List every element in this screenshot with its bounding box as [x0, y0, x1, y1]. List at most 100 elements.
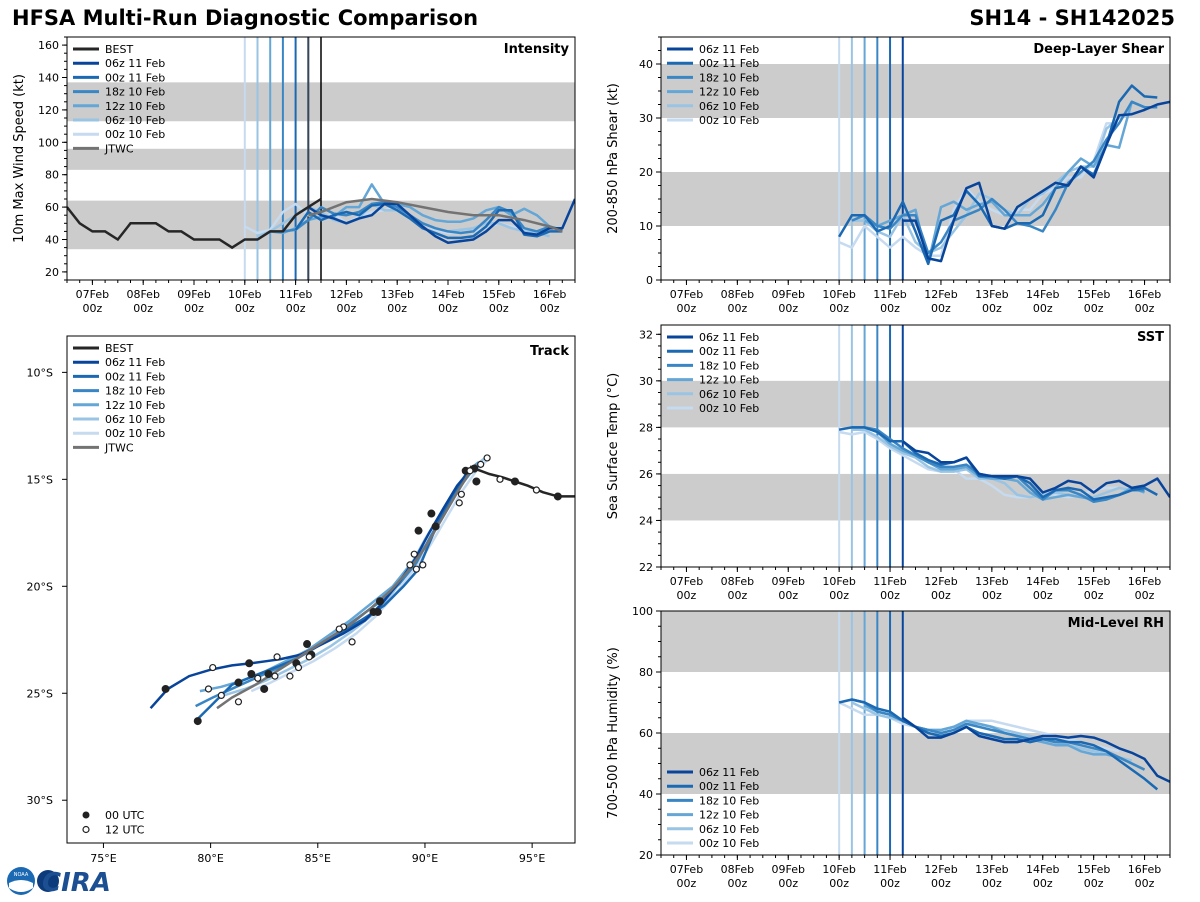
track-xtick-label: 90°E — [412, 852, 438, 865]
track-legend-label: JTWC — [104, 441, 134, 454]
track-marker-legend-12utc — [83, 827, 89, 833]
intensity-ytick-label: 80 — [45, 169, 59, 182]
track-point-12utc — [218, 692, 224, 698]
intensity-legend-label: 06z 11 Feb — [105, 57, 165, 70]
rh-xtick-label: 14Feb — [1026, 863, 1059, 876]
track-legend-label: 06z 10 Feb — [105, 413, 165, 426]
intensity-xtick-sublabel: 00z — [387, 302, 407, 315]
intensity-ytick-label: 100 — [38, 136, 59, 149]
track-marker-legend-00utc — [83, 812, 90, 819]
shear-legend-label: 00z 11 Feb — [699, 57, 759, 70]
track-point-12utc — [336, 626, 342, 632]
intensity-xtick-sublabel: 00z — [540, 302, 560, 315]
track-point-00utc — [428, 510, 435, 517]
shear-ytick-label: 30 — [639, 112, 653, 125]
rh-legend-label: 06z 10 Feb — [699, 823, 759, 836]
shear-legend-label: 18z 10 Feb — [699, 71, 759, 84]
rh-legend-label: 00z 11 Feb — [699, 780, 759, 793]
shear-legend-label: 00z 10 Feb — [699, 114, 759, 127]
track-ytick-label: 30°S — [27, 794, 53, 807]
intensity-ytick-label: 40 — [45, 234, 59, 247]
intensity-xtick-label: 12Feb — [330, 288, 363, 301]
sst-xtick-sublabel: 00z — [880, 589, 900, 602]
rh-xtick-label: 12Feb — [924, 863, 957, 876]
track-legend-label: 00z 10 Feb — [105, 427, 165, 440]
track-point-00utc — [511, 478, 518, 485]
shear-xtick-sublabel: 00z — [778, 302, 798, 315]
shear-xtick-sublabel: 00z — [982, 302, 1002, 315]
rh-legend-label: 18z 10 Feb — [699, 794, 759, 807]
intensity-legend-label: JTWC — [104, 142, 134, 155]
sst-xtick-label: 10Feb — [822, 575, 855, 588]
rh-xtick-sublabel: 00z — [677, 877, 697, 890]
track-point-12utc — [255, 675, 261, 681]
intensity-legend-label: 06z 10 Feb — [105, 114, 165, 127]
sst-xtick-sublabel: 00z — [931, 589, 951, 602]
intensity-xtick-label: 16Feb — [533, 288, 566, 301]
intensity-legend-label: 00z 11 Feb — [105, 71, 165, 84]
sst-ytick-label: 30 — [639, 375, 653, 388]
sst-xtick-label: 15Feb — [1077, 575, 1110, 588]
track-point-12utc — [411, 551, 417, 557]
rh-xtick-sublabel: 00z — [1033, 877, 1053, 890]
sst-xtick-sublabel: 00z — [677, 589, 697, 602]
sst-xtick-label: 07Feb — [670, 575, 703, 588]
track-point-12utc — [456, 500, 462, 506]
shear-xtick-sublabel: 00z — [829, 302, 849, 315]
sst-panel-title: SST — [1137, 330, 1164, 345]
track-point-12utc — [420, 562, 426, 568]
rh-xtick-label: 16Feb — [1128, 863, 1161, 876]
track-point-12utc — [484, 455, 490, 461]
intensity-xtick-label: 13Feb — [380, 288, 413, 301]
rh-xtick-sublabel: 00z — [880, 877, 900, 890]
track-panel-title: Track — [530, 344, 569, 359]
intensity-xtick-sublabel: 00z — [489, 302, 509, 315]
shear-ytick-label: 10 — [639, 220, 653, 233]
rh-ytick-label: 20 — [639, 849, 653, 862]
rh-xtick-sublabel: 00z — [982, 877, 1002, 890]
track-point-12utc — [533, 487, 539, 493]
track-point-12utc — [467, 468, 473, 474]
sst-xtick-label: 08Feb — [721, 575, 754, 588]
track-point-12utc — [210, 665, 216, 671]
rh-legend-label: 06z 11 Feb — [699, 766, 759, 779]
rh-legend-label: 00z 10 Feb — [699, 837, 759, 850]
shear-ytick-label: 0 — [646, 274, 653, 287]
sst-ytick-label: 28 — [639, 421, 653, 434]
shear-xtick-label: 12Feb — [924, 288, 957, 301]
track-xtick-label: 80°E — [197, 852, 223, 865]
rh-xtick-sublabel: 00z — [727, 877, 747, 890]
intensity-xtick-label: 09Feb — [177, 288, 210, 301]
shear-xtick-label: 07Feb — [670, 288, 703, 301]
intensity-ytick-label: 160 — [38, 39, 59, 52]
track-point-00utc — [246, 660, 253, 667]
sst-xtick-sublabel: 00z — [778, 589, 798, 602]
intensity-xtick-label: 14Feb — [431, 288, 464, 301]
sst-xtick-sublabel: 00z — [1135, 589, 1155, 602]
track-ytick-label: 25°S — [27, 687, 53, 700]
shear-ylabel: 200-850 hPa Shear (kt) — [606, 83, 621, 234]
shear-xtick-sublabel: 00z — [1033, 302, 1053, 315]
cira-logo-text: CIRA — [42, 868, 111, 898]
track-point-12utc — [407, 562, 413, 568]
rh-xtick-label: 13Feb — [975, 863, 1008, 876]
shear-panel-title: Deep-Layer Shear — [1033, 42, 1164, 57]
shear-legend-label: 06z 10 Feb — [699, 100, 759, 113]
rh-ytick-label: 100 — [632, 605, 653, 618]
cira-logo: NOAA CIRA — [4, 864, 114, 902]
track-point-00utc — [261, 685, 268, 692]
intensity-xtick-sublabel: 00z — [337, 302, 357, 315]
intensity-ytick-label: 20 — [45, 266, 59, 279]
track-xtick-label: 85°E — [305, 852, 331, 865]
track-point-12utc — [295, 665, 301, 671]
track-point-00utc — [415, 527, 422, 534]
shear-ytick-label: 40 — [639, 58, 653, 71]
shear-xtick-label: 15Feb — [1077, 288, 1110, 301]
sst-xtick-sublabel: 00z — [1084, 589, 1104, 602]
intensity-xtick-label: 11Feb — [279, 288, 312, 301]
rh-xtick-label: 09Feb — [772, 863, 805, 876]
rh-xtick-label: 10Feb — [822, 863, 855, 876]
intensity-legend-label: 18z 10 Feb — [105, 86, 165, 99]
intensity-xtick-sublabel: 00z — [184, 302, 204, 315]
track-point-00utc — [235, 679, 242, 686]
